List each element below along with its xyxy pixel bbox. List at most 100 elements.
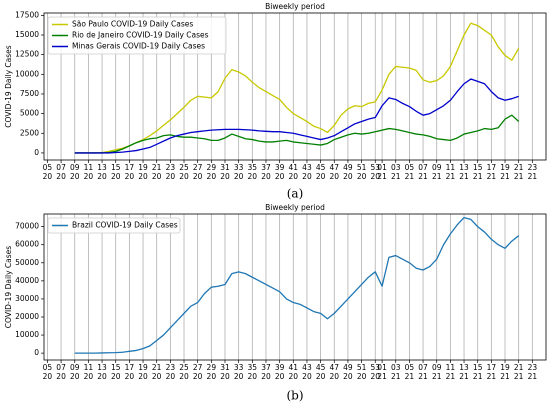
- x-tick-label: 07: [418, 363, 428, 372]
- series-line: [74, 22, 520, 154]
- x-tick-label: 07: [418, 163, 428, 172]
- y-tick-label: 15000: [15, 30, 39, 39]
- x-tick-label: 20: [234, 372, 244, 381]
- x-tick-label: 23: [528, 163, 538, 172]
- x-tick-label: 09: [432, 363, 442, 372]
- x-tick-label: 21: [446, 372, 456, 381]
- x-tick-label: 20: [43, 372, 53, 381]
- y-tick-label: 20000: [15, 312, 39, 321]
- x-tick-label: 20: [275, 172, 285, 181]
- x-tick-label: 20: [193, 172, 203, 181]
- x-tick-label: 19: [138, 163, 148, 172]
- x-tick-label: 20: [289, 372, 299, 381]
- x-tick-label: 21: [432, 172, 442, 181]
- x-tick-label: 35: [248, 363, 258, 372]
- x-tick-label: 20: [56, 172, 66, 181]
- x-tick-label: 20: [316, 372, 326, 381]
- x-tick-label: 25: [179, 163, 189, 172]
- x-tick-label: 39: [275, 363, 285, 372]
- x-tick-label: 29: [207, 163, 217, 172]
- x-tick-label: 21: [500, 372, 510, 381]
- x-tick-label: 21: [377, 372, 387, 381]
- y-tick-label: 0: [34, 148, 39, 157]
- x-tick-label: 49: [343, 363, 353, 372]
- x-tick-label: 29: [207, 363, 217, 372]
- x-tick-label: 23: [166, 363, 176, 372]
- x-tick-label: 20: [138, 172, 148, 181]
- x-tick-label: 13: [459, 363, 469, 372]
- y-tick-label: 17500: [15, 10, 39, 19]
- x-tick-label: 20: [316, 172, 326, 181]
- x-tick-label: 21: [514, 372, 524, 381]
- legend-label: Minas Gerais COVID-19 Daily Cases: [72, 42, 205, 51]
- x-tick-label: 20: [220, 372, 230, 381]
- x-tick-label: 43: [302, 363, 312, 372]
- legend-label: São Paulo COVID-19 Daily Cases: [72, 20, 193, 29]
- x-tick-label: 20: [302, 372, 312, 381]
- x-tick-label: 27: [193, 363, 203, 372]
- x-tick-label: 15: [473, 163, 483, 172]
- y-tick-label: 50000: [15, 258, 39, 267]
- x-tick-label: 20: [370, 372, 380, 381]
- x-tick-label: 51: [357, 163, 367, 172]
- y-tick-label: 12500: [15, 50, 39, 59]
- x-tick-label: 31: [220, 363, 230, 372]
- x-tick-label: 20: [329, 172, 339, 181]
- x-tick-label: 21: [473, 372, 483, 381]
- x-tick-label: 20: [370, 172, 380, 181]
- x-tick-label: 21: [418, 372, 428, 381]
- y-tick-label: 2500: [20, 128, 39, 137]
- x-tick-label: 47: [329, 363, 339, 372]
- x-tick-label: 21: [152, 163, 162, 172]
- x-tick-label: 23: [166, 163, 176, 172]
- x-tick-label: 45: [316, 363, 326, 372]
- y-tick-label: 5000: [20, 109, 39, 118]
- legend-box: [47, 217, 181, 234]
- y-tick-label: 10000: [15, 330, 39, 339]
- x-tick-label: 20: [275, 372, 285, 381]
- x-tick-label: 20: [84, 172, 94, 181]
- x-tick-label: 49: [343, 163, 353, 172]
- x-tick-label: 47: [329, 163, 339, 172]
- x-tick-label: 15: [111, 363, 121, 372]
- y-axis-label: COVID-19 Daily Cases: [4, 45, 13, 127]
- x-tick-label: 20: [329, 372, 339, 381]
- x-tick-label: 53: [370, 163, 380, 172]
- x-tick-label: 03: [391, 163, 401, 172]
- y-tick-label: 7500: [20, 89, 39, 98]
- x-tick-label: 20: [248, 172, 258, 181]
- x-tick-label: 21: [446, 172, 456, 181]
- x-tick-label: 20: [138, 372, 148, 381]
- x-tick-label: 45: [316, 163, 326, 172]
- x-tick-label: 20: [70, 172, 80, 181]
- x-tick-label: 19: [500, 163, 510, 172]
- x-tick-label: 21: [514, 363, 524, 372]
- x-tick-label: 20: [234, 172, 244, 181]
- x-tick-label: 17: [125, 163, 135, 172]
- x-tick-label: 20: [302, 172, 312, 181]
- x-tick-label: 20: [152, 372, 162, 381]
- x-tick-label: 03: [391, 363, 401, 372]
- x-tick-label: 20: [357, 372, 367, 381]
- x-tick-label: 20: [343, 172, 353, 181]
- x-tick-label: 17: [487, 363, 497, 372]
- y-tick-label: 30000: [15, 294, 39, 303]
- x-tick-label: 05: [405, 163, 415, 172]
- caption: (a): [287, 187, 304, 201]
- x-tick-label: 09: [70, 363, 80, 372]
- x-tick-label: 20: [193, 372, 203, 381]
- x-tick-label: 21: [405, 172, 415, 181]
- x-tick-label: 11: [84, 163, 94, 172]
- x-tick-label: 20: [111, 372, 121, 381]
- x-tick-label: 11: [84, 363, 94, 372]
- y-tick-label: 10000: [15, 69, 39, 78]
- x-tick-label: 17: [487, 163, 497, 172]
- x-tick-label: 25: [179, 363, 189, 372]
- x-tick-label: 43: [302, 163, 312, 172]
- x-tick-label: 15: [473, 363, 483, 372]
- x-tick-label: 41: [289, 363, 299, 372]
- x-tick-label: 05: [43, 363, 53, 372]
- x-tick-label: 01: [377, 363, 387, 372]
- x-tick-label: 21: [432, 372, 442, 381]
- x-tick-label: 27: [193, 163, 203, 172]
